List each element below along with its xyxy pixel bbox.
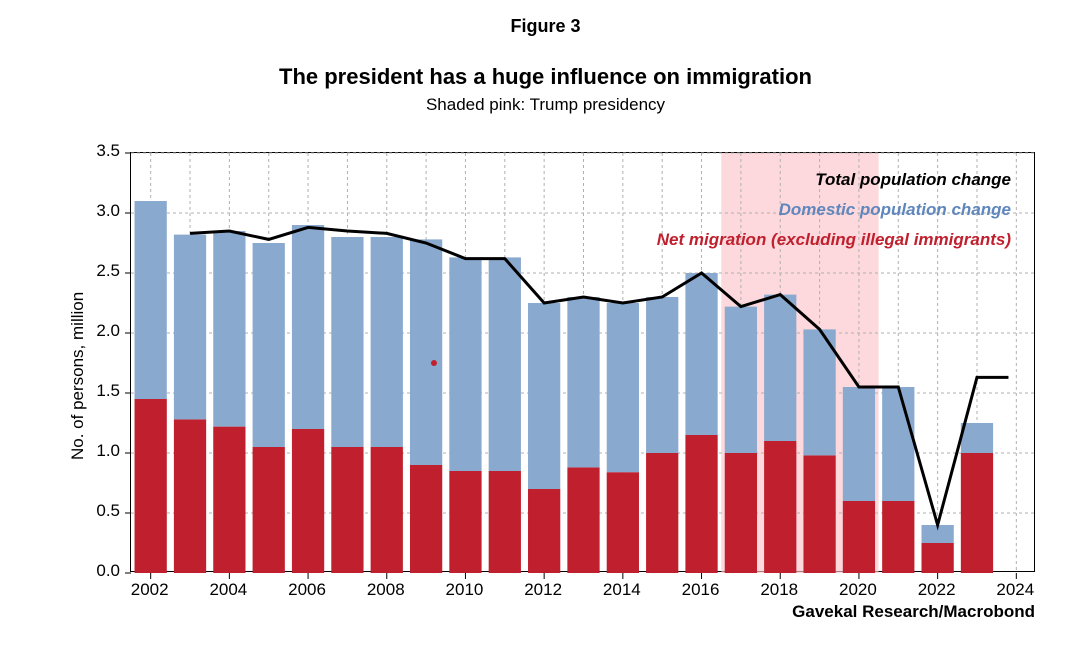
bar-net-migration [292,429,324,573]
bar-net-migration [567,467,599,573]
x-tick-label: 2014 [592,580,652,600]
legend-label: Domestic population change [779,200,1011,220]
bar-domestic [489,257,521,471]
x-tick-label: 2018 [749,580,809,600]
bar-net-migration [685,435,717,573]
bar-net-migration [371,447,403,573]
y-axis-title: No. of persons, million [68,292,88,460]
x-tick-label: 2010 [434,580,494,600]
bar-domestic [685,273,717,435]
bar-domestic [528,303,560,489]
bar-net-migration [843,501,875,573]
y-tick-label: 3.0 [80,201,120,221]
bar-domestic [135,201,167,399]
x-tick-label: 2008 [356,580,416,600]
x-tick-label: 2012 [513,580,573,600]
legend-label: Total population change [815,170,1011,190]
bar-domestic [292,225,324,429]
bar-net-migration [489,471,521,573]
bar-domestic [646,297,678,453]
bar-domestic [567,297,599,467]
bar-domestic [725,307,757,453]
bar-domestic [253,243,285,447]
source-text: Gavekal Research/Macrobond [792,602,1035,622]
y-tick-label: 0.0 [80,561,120,581]
bar-domestic [449,257,481,471]
bar-net-migration [882,501,914,573]
bar-domestic [961,423,993,453]
bar-domestic [174,235,206,420]
bar-net-migration [764,441,796,573]
bar-net-migration [528,489,560,573]
chart-title: The president has a huge influence on im… [0,64,1091,90]
chart-subtitle: Shaded pink: Trump presidency [0,95,1091,115]
bar-domestic [331,237,363,447]
bar-domestic [410,239,442,465]
y-tick-label: 2.5 [80,261,120,281]
bar-domestic [371,237,403,447]
legend-label: Net migration (excluding illegal immigra… [657,230,1011,250]
bar-domestic [213,231,245,427]
bar-domestic [882,387,914,501]
bar-net-migration [449,471,481,573]
x-tick-label: 2006 [277,580,337,600]
bar-net-migration [213,427,245,573]
bar-domestic [843,387,875,501]
bar-net-migration [921,543,953,573]
x-tick-label: 2020 [828,580,888,600]
y-tick-label: 1.0 [80,441,120,461]
bar-net-migration [253,447,285,573]
outlier-point [431,360,437,366]
y-tick-label: 2.0 [80,321,120,341]
bar-net-migration [607,472,639,573]
x-tick-label: 2002 [120,580,180,600]
bar-net-migration [135,399,167,573]
y-tick-label: 1.5 [80,381,120,401]
bar-net-migration [803,455,835,573]
bar-net-migration [410,465,442,573]
y-tick-label: 0.5 [80,501,120,521]
x-tick-label: 2016 [671,580,731,600]
x-tick-label: 2022 [907,580,967,600]
bar-net-migration [646,453,678,573]
x-tick-label: 2004 [198,580,258,600]
bar-domestic [764,295,796,441]
y-tick-label: 3.5 [80,141,120,161]
figure-number: Figure 3 [0,16,1091,37]
bar-net-migration [725,453,757,573]
figure-wrapper: Figure 3 The president has a huge influe… [0,0,1091,648]
bar-net-migration [331,447,363,573]
x-tick-label: 2024 [985,580,1045,600]
bar-net-migration [961,453,993,573]
bar-net-migration [174,419,206,573]
bar-domestic [607,303,639,472]
